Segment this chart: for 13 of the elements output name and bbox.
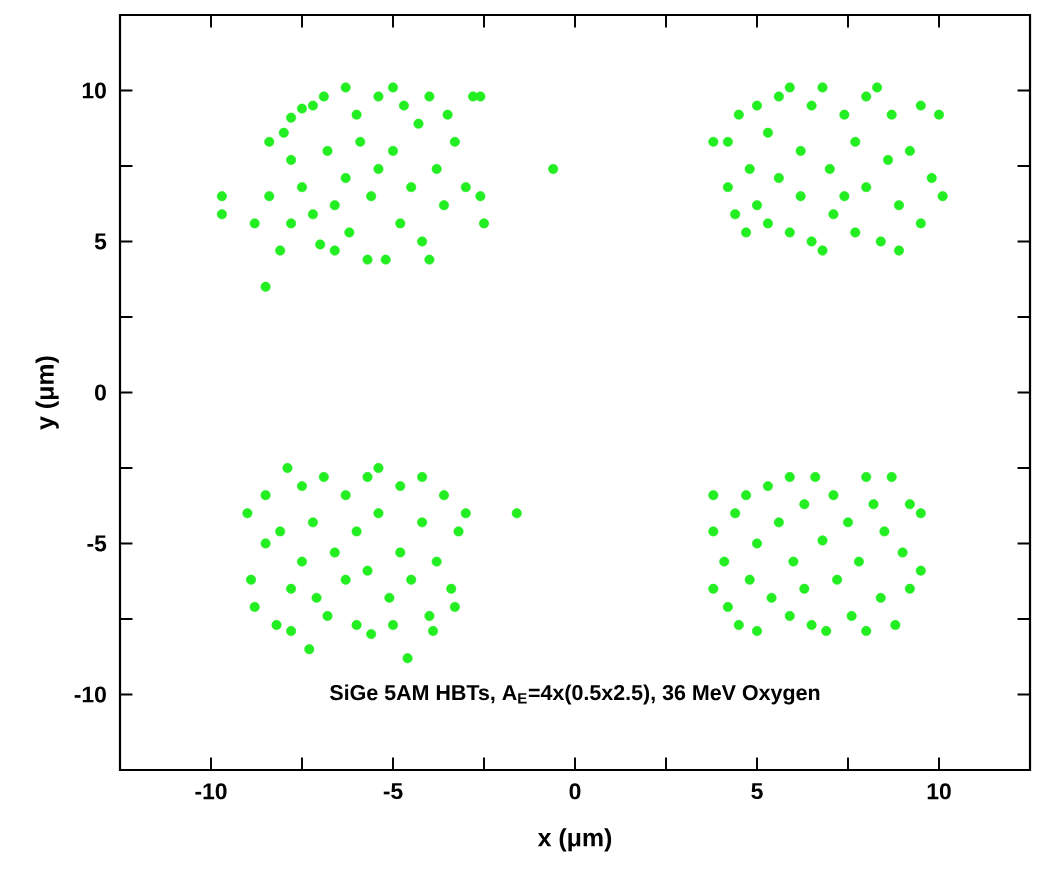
annotation: SiGe 5AM HBTs, A$_{E}$=4x(0.5x2.5), 36 MeV Oxygen xyxy=(329,684,820,705)
y-tick-label: -10 xyxy=(74,686,106,703)
x-tick-label: 10 xyxy=(927,783,951,800)
y-tick-label: -5 xyxy=(87,535,107,552)
x-tick-label: -10 xyxy=(195,783,227,800)
x-axis-title: x (μm) xyxy=(537,828,612,852)
y-tick-label: 5 xyxy=(94,233,107,250)
x-tick-label: -5 xyxy=(383,783,403,800)
y-axis-title: y (μm) xyxy=(35,356,59,430)
y-tick-label: 0 xyxy=(95,384,106,401)
x-tick-label: 0 xyxy=(569,783,581,800)
y-tick-label: 10 xyxy=(82,82,106,99)
x-tick-label: 5 xyxy=(751,783,763,800)
